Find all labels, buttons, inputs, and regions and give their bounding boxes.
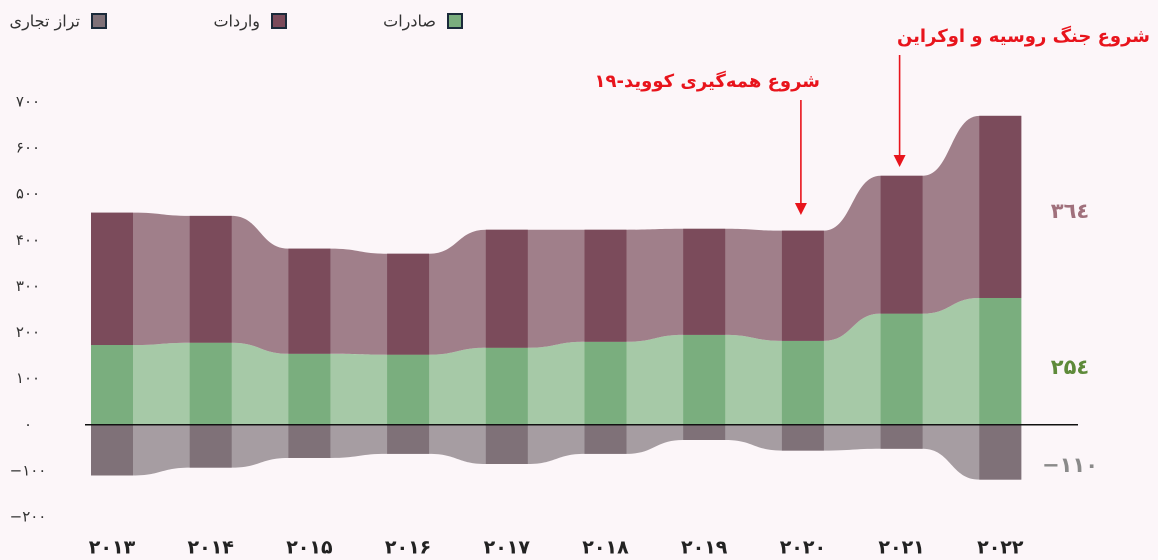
y-tick-label: ۰	[24, 415, 32, 433]
x-tick-label: ۲۰۲۰	[780, 537, 826, 559]
legend-swatch	[447, 13, 463, 29]
x-tick-label: ۲۰۱۷	[484, 537, 531, 559]
bar	[387, 253, 430, 355]
bar	[880, 175, 923, 314]
bar	[485, 424, 528, 464]
legend-label: تراز تجاری	[10, 12, 80, 32]
bar	[189, 424, 232, 468]
bar	[91, 345, 133, 425]
bar	[979, 424, 1022, 480]
annotation: شروع همه‌گیری کووید-۱۹	[595, 70, 820, 92]
end-label: ۲۵٤	[1051, 355, 1089, 379]
bar	[91, 424, 133, 476]
y-tick-label: −۱۰۰	[10, 461, 47, 479]
y-tick-label: ۲۰۰	[16, 323, 40, 341]
legend-label: صادرات	[383, 12, 436, 32]
bar	[979, 297, 1022, 425]
bar	[584, 229, 627, 342]
legend-swatch	[271, 13, 287, 29]
x-tick-label: ۲۰۱۸	[582, 537, 629, 559]
y-tick-label: ۵۰۰	[16, 185, 40, 203]
legend-label: واردات	[213, 12, 260, 32]
bar	[979, 115, 1022, 298]
y-tick-label: ۳۰۰	[16, 277, 40, 295]
bar	[880, 424, 923, 449]
end-label: ۳٦٤	[1051, 199, 1089, 223]
bar	[781, 424, 824, 451]
x-tick-label: ۲۰۱۶	[385, 537, 431, 559]
x-tick-label: ۲۰۲۲	[977, 537, 1024, 559]
bar	[288, 353, 331, 425]
x-tick-label: ۲۰۱۹	[681, 537, 728, 559]
legend-swatch	[91, 13, 107, 29]
x-tick-label: ۲۰۱۴	[188, 537, 234, 559]
bar	[781, 230, 824, 341]
bar	[584, 341, 627, 425]
y-tick-label: ۷۰۰	[16, 93, 40, 111]
bar	[485, 347, 528, 425]
y-tick-label: ۶۰۰	[16, 139, 40, 157]
bar	[683, 228, 726, 335]
annotation-arrowhead	[893, 155, 906, 167]
x-tick-label: ۲۰۱۵	[286, 537, 333, 559]
y-tick-label: ۴۰۰	[16, 231, 40, 249]
bar	[683, 334, 726, 425]
bar	[781, 340, 824, 425]
x-tick-label: ۲۰۲۱	[878, 537, 924, 559]
bar	[683, 424, 726, 440]
bar	[288, 424, 331, 458]
y-tick-label: ۱۰۰	[16, 369, 40, 387]
bar	[387, 424, 430, 454]
annotation: شروع جنگ روسیه و اوکراین	[897, 25, 1150, 47]
end-label: −۱۱۰	[1042, 453, 1098, 477]
bar	[880, 313, 923, 425]
bar	[288, 248, 331, 354]
bar	[189, 215, 232, 343]
x-tick-label: ۲۰۱۳	[89, 537, 136, 559]
bar	[189, 342, 232, 425]
bar	[387, 354, 430, 425]
y-tick-label: −۲۰۰	[10, 508, 47, 526]
annotation-arrowhead	[794, 203, 807, 215]
bar	[584, 424, 627, 454]
bar	[485, 229, 528, 348]
bar	[91, 212, 133, 346]
